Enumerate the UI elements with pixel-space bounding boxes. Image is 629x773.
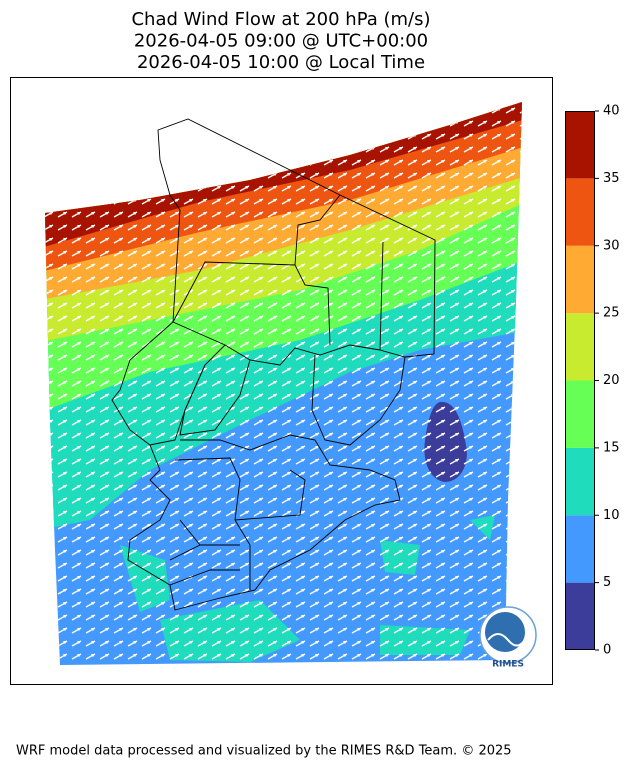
logo: RIMES <box>479 606 537 670</box>
colorbar-tick-label: 35 <box>603 171 620 186</box>
title-line: 2026-04-05 09:00 @ UTC+00:00 <box>134 31 428 52</box>
colorbar-frame <box>565 111 595 650</box>
colorbar-tick-label: 10 <box>603 508 620 523</box>
map-frame <box>10 77 553 685</box>
borders <box>111 118 436 611</box>
title-line: Chad Wind Flow at 200 hPa (m/s) <box>131 9 430 30</box>
colorbar-tick-label: 20 <box>603 373 620 388</box>
colorbar-tick-label: 5 <box>603 575 611 590</box>
footer: WRF model data processed and visualized … <box>16 744 512 759</box>
colorbar-tick-label: 30 <box>603 238 620 253</box>
colorbar-tick-label: 40 <box>603 104 620 119</box>
title: Chad Wind Flow at 200 hPa (m/s)2026-04-0… <box>131 9 430 73</box>
colorbar-segment <box>565 447 595 516</box>
colorbar-segment <box>565 515 595 583</box>
title-line: 2026-04-05 10:00 @ Local Time <box>137 52 425 73</box>
colorbar-segment <box>565 313 595 381</box>
wind-arrows <box>45 102 522 665</box>
colorbar: 0 5 10 15 20 25 30 35 40 <box>565 104 620 658</box>
colorbar-tick-label: 25 <box>603 306 620 321</box>
wind-field <box>45 102 522 665</box>
colorbar-segment <box>565 380 595 448</box>
colorbar-segment <box>565 178 595 246</box>
colorbar-segment <box>565 582 595 650</box>
colorbar-segment <box>565 245 595 314</box>
colorbar-tick-label: 0 <box>603 643 611 658</box>
logo-text: RIMES <box>492 660 524 670</box>
colorbar-segment <box>565 111 595 179</box>
colorbar-tick-label: 15 <box>603 440 620 455</box>
